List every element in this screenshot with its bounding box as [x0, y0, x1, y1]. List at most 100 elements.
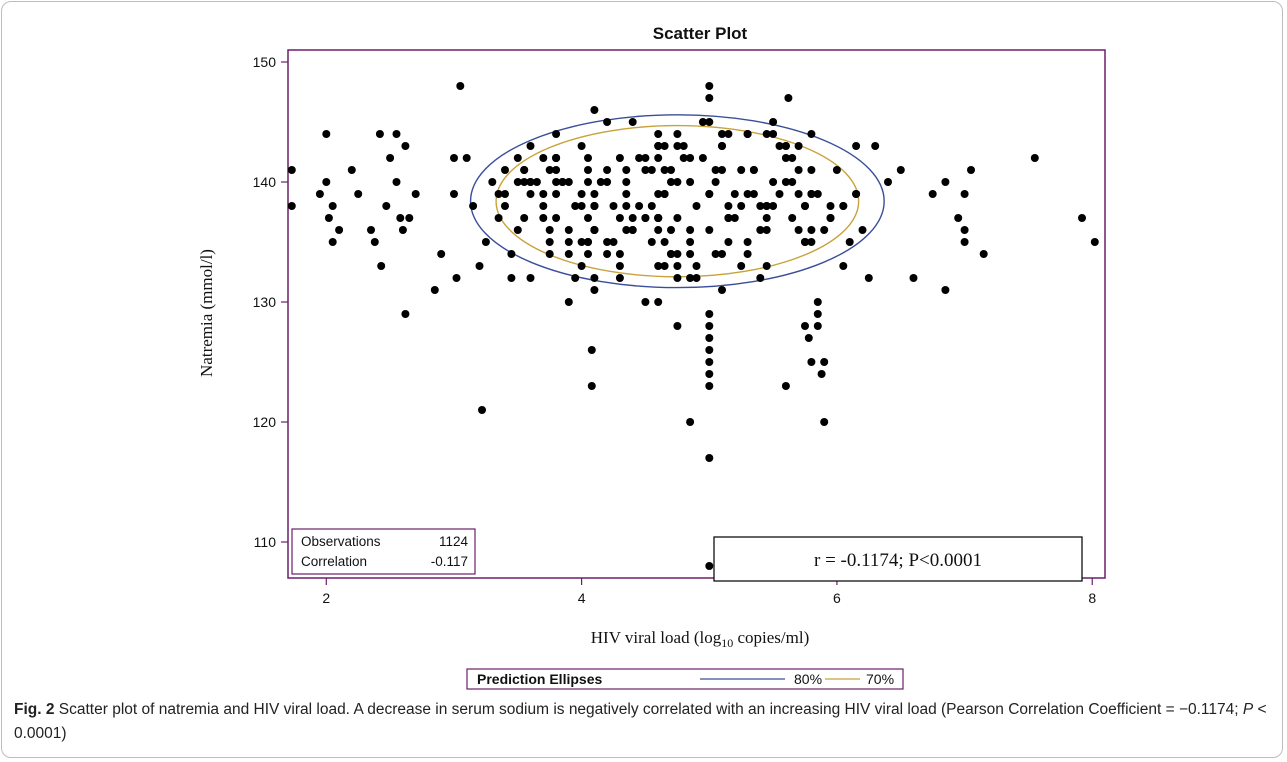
y-tick-label: 130 — [253, 294, 277, 310]
data-point — [756, 226, 765, 234]
data-point — [673, 178, 682, 186]
data-point — [584, 154, 592, 162]
data-point — [686, 154, 695, 162]
data-point — [545, 226, 554, 234]
stats-inset: Observations 1124 Correlation -0.117 — [291, 528, 476, 575]
data-point — [377, 262, 386, 270]
data-point — [507, 274, 516, 282]
data-point — [705, 562, 714, 570]
data-point — [724, 238, 733, 246]
y-axis-label: Natremia (mmol/l) — [197, 249, 216, 377]
data-point — [590, 190, 599, 198]
data-point — [628, 214, 637, 222]
data-point — [596, 178, 605, 186]
data-point — [673, 274, 682, 282]
data-point — [539, 202, 548, 210]
data-point — [705, 322, 714, 330]
data-point — [532, 178, 541, 186]
data-point — [1078, 214, 1086, 222]
data-point — [392, 178, 401, 186]
data-point — [635, 202, 644, 210]
data-point — [794, 142, 803, 150]
data-point — [622, 166, 631, 174]
data-point — [628, 226, 637, 234]
data-point — [564, 178, 573, 186]
data-point — [673, 130, 682, 138]
data-point — [686, 226, 695, 234]
data-point — [590, 226, 599, 234]
data-point — [813, 322, 822, 330]
data-point — [820, 418, 829, 426]
data-point — [603, 166, 612, 174]
data-point — [647, 202, 656, 210]
data-point — [539, 154, 548, 162]
data-point — [647, 166, 656, 174]
x-tick-label: 2 — [322, 590, 330, 606]
data-point — [488, 178, 497, 186]
data-point — [705, 358, 714, 366]
data-point — [820, 226, 829, 234]
data-point — [737, 202, 746, 210]
data-point — [450, 190, 458, 198]
data-point — [628, 118, 637, 126]
data-point — [705, 334, 714, 342]
data-point — [698, 154, 707, 162]
data-point — [545, 238, 554, 246]
data-point — [832, 166, 841, 174]
data-point — [513, 154, 522, 162]
y-tick-label: 140 — [253, 174, 277, 190]
data-point — [609, 202, 618, 210]
data-point — [584, 166, 592, 174]
data-point — [462, 154, 471, 162]
data-point — [552, 190, 561, 198]
data-point — [743, 190, 752, 198]
data-point — [590, 286, 599, 294]
data-point — [807, 190, 816, 198]
data-point — [584, 238, 592, 246]
x-tick-label: 8 — [1088, 590, 1096, 606]
data-point — [960, 226, 969, 234]
data-point — [287, 202, 296, 210]
data-point — [558, 178, 567, 186]
legend-label-80: 80% — [794, 671, 822, 687]
data-point — [826, 214, 835, 222]
data-point — [679, 142, 688, 150]
data-point — [584, 178, 592, 186]
data-point — [679, 154, 688, 162]
data-point — [839, 262, 848, 270]
data-point — [698, 118, 707, 126]
data-point — [526, 274, 535, 282]
data-point — [673, 322, 682, 330]
data-point — [724, 202, 733, 210]
data-point — [603, 238, 612, 246]
data-point — [386, 154, 395, 162]
data-point — [526, 142, 535, 150]
data-point — [817, 370, 826, 378]
data-point — [979, 250, 988, 258]
data-point — [513, 226, 522, 234]
data-point — [705, 190, 714, 198]
data-point — [660, 262, 669, 270]
data-point — [577, 262, 586, 270]
data-point — [807, 358, 816, 366]
data-point — [539, 214, 548, 222]
data-point — [654, 130, 663, 138]
data-point — [1090, 238, 1099, 246]
data-point — [667, 250, 675, 258]
data-point — [705, 454, 714, 462]
data-point — [335, 226, 344, 234]
data-point — [603, 118, 612, 126]
data-point — [794, 226, 803, 234]
data-point — [718, 286, 726, 294]
data-point — [584, 250, 592, 258]
data-point — [667, 166, 675, 174]
y-tick-label: 120 — [253, 414, 277, 430]
data-point — [654, 226, 663, 234]
x-axis: 2 4 6 8 — [322, 578, 1096, 606]
chart-title: Scatter Plot — [653, 24, 748, 43]
data-point — [724, 214, 733, 222]
data-point — [539, 190, 548, 198]
data-point — [781, 142, 790, 150]
data-point — [660, 190, 669, 198]
